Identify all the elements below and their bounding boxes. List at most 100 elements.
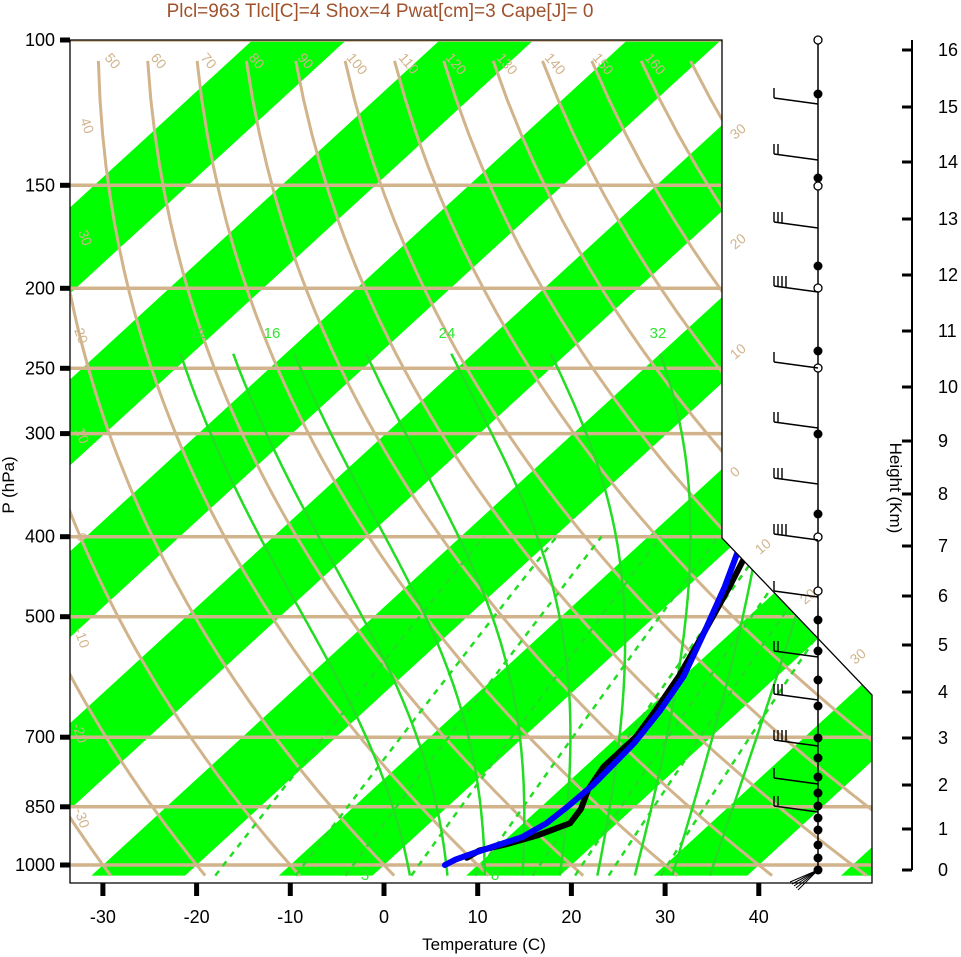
mixing-ratio-line bbox=[294, 535, 558, 877]
height-tick-label: 5 bbox=[938, 635, 948, 655]
y-tick-label: 500 bbox=[25, 607, 55, 627]
wind-level-dot bbox=[813, 753, 823, 763]
isotherm-label: 30 bbox=[847, 645, 869, 667]
wind-level-dot bbox=[813, 840, 823, 850]
mixing-ratio-line bbox=[474, 535, 720, 877]
height-tick-label: 6 bbox=[938, 586, 948, 606]
temperature-band bbox=[70, 40, 722, 876]
height-tick-label: 7 bbox=[938, 536, 948, 556]
wind-level-dot bbox=[813, 346, 823, 356]
x-tick-label: 30 bbox=[655, 907, 675, 927]
mixing-ratio-line bbox=[214, 535, 485, 877]
wind-level-dot bbox=[813, 825, 823, 835]
wind-barb bbox=[773, 805, 819, 813]
y-axis-label: P (hPa) bbox=[0, 456, 18, 513]
dry-adiabat-label: -10 bbox=[71, 626, 93, 651]
y-tick-label: 200 bbox=[25, 278, 55, 298]
mixing-ratio-label: 8 bbox=[491, 867, 499, 884]
mixing-ratio-label: 3 bbox=[361, 867, 369, 884]
moist-adiabat bbox=[549, 353, 627, 876]
wind-barb bbox=[773, 97, 819, 105]
x-tick-label: 0 bbox=[379, 907, 389, 927]
wind-barb bbox=[773, 285, 819, 293]
wind-level-circle bbox=[813, 586, 823, 596]
dry-adiabat bbox=[195, 60, 679, 877]
height-tick-label: 1 bbox=[938, 819, 948, 839]
height-tick-label: 0 bbox=[938, 860, 948, 880]
x-tick-label: 20 bbox=[561, 907, 581, 927]
moist-adiabat bbox=[293, 353, 487, 876]
wind-level-circle bbox=[813, 181, 823, 191]
moist-adiabat-label: 16 bbox=[264, 325, 281, 342]
temperature-band bbox=[70, 40, 347, 876]
pressure-axis: 100 150 200 250 300 400 500 700 850 1000 bbox=[15, 30, 70, 875]
wind-barb bbox=[773, 650, 819, 658]
mixing-ratio-line bbox=[574, 535, 809, 877]
dry-adiabat bbox=[294, 60, 868, 877]
dry-adiabat-label: -30 bbox=[71, 806, 93, 831]
isotherm-label: 0 bbox=[727, 463, 743, 480]
isotherm-label: 20 bbox=[727, 230, 749, 252]
y-tick-label: 700 bbox=[25, 727, 55, 747]
wind-level-dot bbox=[813, 615, 823, 625]
wind-level-circle bbox=[813, 532, 823, 542]
dry-adiabat bbox=[70, 60, 207, 877]
dry-adiabat bbox=[343, 60, 872, 877]
dry-adiabat-label: 40 bbox=[77, 116, 97, 136]
dry-adiabat bbox=[70, 60, 301, 877]
wind-barb bbox=[773, 590, 819, 598]
isotherm-label: 30 bbox=[727, 120, 749, 142]
wind-level-dot bbox=[813, 701, 823, 711]
temperature-band bbox=[70, 40, 534, 876]
dry-adiabat-label: 30 bbox=[75, 228, 95, 248]
dry-adiabat-label: 10 bbox=[72, 426, 92, 446]
mixing-ratio-line bbox=[410, 535, 662, 877]
wind-level-dot bbox=[813, 509, 823, 519]
moist-adiabat bbox=[633, 353, 692, 876]
wind-barb bbox=[773, 153, 819, 161]
temperature-band bbox=[70, 40, 872, 876]
wind-level-dot bbox=[813, 813, 823, 823]
wind-barb bbox=[773, 477, 819, 485]
x-axis-label: Temperature (C) bbox=[422, 935, 546, 954]
mixing-ratio-line bbox=[607, 535, 839, 877]
dry-adiabat bbox=[146, 60, 585, 877]
wind-level-circle bbox=[813, 35, 823, 45]
height-axis-label: Height (Km) bbox=[886, 443, 905, 534]
height-tick-label: 13 bbox=[938, 209, 958, 229]
wind-level-dot bbox=[813, 733, 823, 743]
height-tick-label: 14 bbox=[938, 152, 958, 172]
y-tick-label: 850 bbox=[25, 797, 55, 817]
y-tick-label: 1000 bbox=[15, 855, 55, 875]
height-tick-label: 11 bbox=[938, 321, 957, 341]
y-tick-label: 150 bbox=[25, 175, 55, 195]
moist-adiabat bbox=[365, 353, 526, 876]
moist-adiabat bbox=[232, 353, 449, 876]
dry-adiabat bbox=[937, 61, 961, 876]
wind-barb bbox=[773, 361, 819, 369]
wind-level-dot bbox=[813, 89, 823, 99]
moist-adiabat-label: 32 bbox=[650, 325, 667, 342]
wind-level-dot bbox=[813, 675, 823, 685]
moist-adiabat-label: 12 bbox=[190, 325, 207, 342]
wind-level-dot bbox=[813, 429, 823, 439]
height-tick-label: 15 bbox=[938, 97, 958, 117]
y-tick-label: 100 bbox=[25, 30, 55, 50]
wind-level-dot bbox=[813, 646, 823, 656]
height-tick-label: 4 bbox=[938, 682, 948, 702]
x-tick-label: -20 bbox=[184, 907, 210, 927]
temperature-axis: -30 -20 -10 0 10 20 30 40 bbox=[90, 883, 769, 927]
wind-level-dot bbox=[813, 788, 823, 798]
wind-level-dot bbox=[813, 261, 823, 271]
y-tick-label: 400 bbox=[25, 527, 55, 547]
wind-level-circle bbox=[813, 283, 823, 293]
wind-barb bbox=[773, 221, 819, 229]
x-tick-label: -30 bbox=[90, 907, 116, 927]
wind-profile bbox=[773, 35, 823, 891]
wind-barb bbox=[773, 777, 819, 785]
wind-barb bbox=[773, 533, 819, 541]
isotherm-label: 10 bbox=[727, 340, 749, 362]
wind-level-dot bbox=[813, 801, 823, 811]
